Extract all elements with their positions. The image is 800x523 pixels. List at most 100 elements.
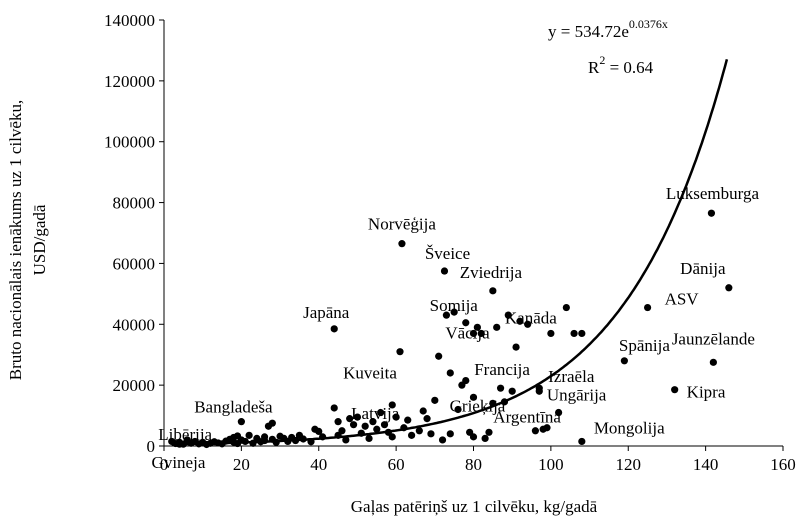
x-tick-label: 140 xyxy=(693,455,719,474)
country-label: Jaunzēlande xyxy=(672,329,755,348)
data-point xyxy=(431,396,439,404)
country-label: ASV xyxy=(665,290,700,309)
data-point xyxy=(268,419,276,427)
country-label: Libērija xyxy=(158,425,212,444)
country-label: Dānija xyxy=(680,259,726,278)
data-point-labeled xyxy=(388,401,396,409)
r-squared-superscript: 2 xyxy=(599,53,605,67)
data-point xyxy=(419,407,427,415)
country-label: Vācija xyxy=(445,323,490,342)
y-axis-title-line2: USD/gadā xyxy=(30,204,49,275)
country-label: Norvēģija xyxy=(368,215,436,234)
data-point xyxy=(454,405,462,414)
country-label: Bangladeša xyxy=(194,398,273,417)
chart-axes: 0 20000 40000 60000 80000 100000 120000 140000 0… xyxy=(104,11,796,474)
country-label: Mongolija xyxy=(594,418,665,437)
r-squared-letter: R xyxy=(588,58,600,77)
data-point xyxy=(496,384,505,392)
x-tick-label: 40 xyxy=(310,455,327,474)
data-point-labeled xyxy=(512,343,520,351)
country-label: Grieķija xyxy=(450,396,506,415)
country-label: Latvija xyxy=(351,404,400,423)
data-point xyxy=(338,427,346,435)
data-point-labeled xyxy=(440,267,449,275)
data-point xyxy=(462,376,470,385)
data-point xyxy=(423,415,431,423)
data-point xyxy=(415,427,423,435)
y-tick-label: 0 xyxy=(147,437,156,456)
data-point xyxy=(365,434,373,442)
x-tick-label: 120 xyxy=(616,455,642,474)
country-label: Japāna xyxy=(303,303,350,322)
x-tick-label: 160 xyxy=(770,455,796,474)
data-point-labeled xyxy=(330,325,338,333)
data-point xyxy=(524,320,532,328)
country-label: Kipra xyxy=(687,383,726,402)
data-point-labeled xyxy=(539,425,547,433)
data-point-labeled xyxy=(578,437,586,446)
x-tick-label: 60 xyxy=(388,455,405,474)
data-point xyxy=(477,329,485,338)
data-point-labeled xyxy=(535,384,543,392)
data-point-labeled xyxy=(469,329,478,338)
data-point-labeled xyxy=(547,329,555,338)
data-point-labeled xyxy=(398,240,406,248)
country-label: Luksemburga xyxy=(666,184,760,203)
x-tick-label: 0 xyxy=(160,455,169,474)
data-point xyxy=(442,311,451,319)
data-point xyxy=(435,352,443,360)
x-tick-label: 20 xyxy=(233,455,250,474)
data-point xyxy=(438,436,447,444)
data-point-labeled xyxy=(469,393,478,401)
data-point xyxy=(578,329,586,338)
data-point xyxy=(508,387,516,395)
data-point xyxy=(516,317,524,325)
data-point xyxy=(315,427,323,435)
data-point-labeled xyxy=(183,436,191,444)
data-point-labeled xyxy=(707,209,716,217)
data-point xyxy=(446,430,454,438)
data-point xyxy=(427,430,435,438)
data-point xyxy=(404,416,412,424)
trend-equation: y = 534.72e0.0376x xyxy=(548,17,668,41)
country-label: Kuveita xyxy=(343,364,397,383)
country-label: Zviedrija xyxy=(460,263,523,282)
y-tick-label: 120000 xyxy=(104,72,155,91)
country-label: Argentīna xyxy=(493,407,561,426)
data-point xyxy=(388,433,396,441)
x-tick-label: 100 xyxy=(538,455,564,474)
y-tick-label: 80000 xyxy=(113,194,156,213)
y-tick-label: 60000 xyxy=(113,254,156,273)
data-point-labeled xyxy=(620,357,628,365)
country-label: Šveice xyxy=(425,244,470,263)
data-point xyxy=(504,311,512,319)
data-point xyxy=(342,436,350,444)
data-point xyxy=(334,418,342,426)
country-label: Francija xyxy=(474,360,530,379)
y-tick-label: 20000 xyxy=(113,376,156,395)
data-point xyxy=(570,329,578,338)
data-point-labeled xyxy=(396,348,404,356)
data-point-labeled xyxy=(462,319,470,327)
data-point-labeled xyxy=(643,303,652,312)
country-label: Somija xyxy=(430,296,479,315)
data-point-labeled xyxy=(709,358,717,366)
country-label: Gvineja xyxy=(152,453,206,472)
data-point xyxy=(392,413,400,421)
data-point xyxy=(531,427,540,435)
country-label: Ungārija xyxy=(547,386,607,405)
data-point xyxy=(373,425,381,433)
data-point-labeled xyxy=(237,418,245,426)
data-point xyxy=(353,413,362,421)
data-point xyxy=(369,418,377,426)
country-label: Kanāda xyxy=(505,308,557,327)
data-point xyxy=(377,408,385,417)
data-point-labeled xyxy=(489,287,497,295)
data-point-labeled xyxy=(671,386,679,394)
data-point xyxy=(349,421,358,429)
x-axis-title: Gaļas patēriņš uz 1 cilvēku, kg/gadā xyxy=(351,497,598,516)
data-point xyxy=(469,433,478,441)
trend-equation-main: y = 534.72e xyxy=(548,22,629,41)
